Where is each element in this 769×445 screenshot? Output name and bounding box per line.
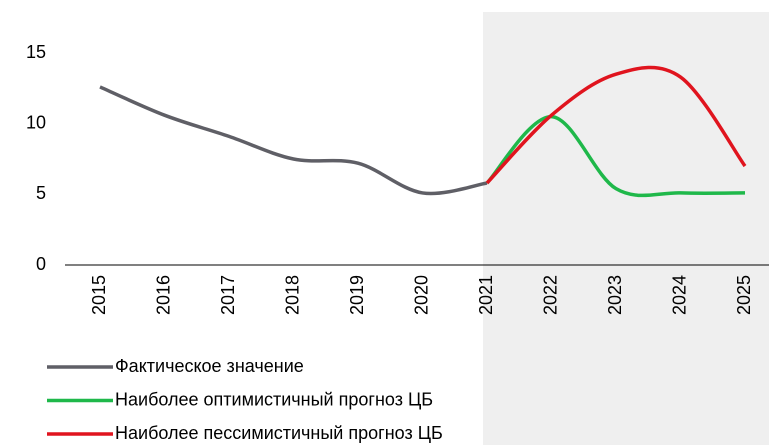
legend-label: Наиболее пессимистичный прогноз ЦБ <box>115 423 443 443</box>
x-tick-label: 2022 <box>540 275 560 315</box>
y-tick-label: 15 <box>26 42 46 62</box>
x-tick-label: 2017 <box>218 275 238 315</box>
forecast-shade <box>483 12 769 445</box>
legend-label: Фактическое значение <box>115 356 304 376</box>
x-tick-label: 2025 <box>734 275 754 315</box>
x-tick-label: 2024 <box>669 275 689 315</box>
series-line <box>485 65 747 185</box>
series-line <box>485 114 746 198</box>
x-tick-label: 2021 <box>476 275 496 315</box>
x-tick-label: 2015 <box>89 275 109 315</box>
y-tick-label: 0 <box>36 254 46 274</box>
x-tick-label: 2023 <box>605 275 625 315</box>
legend-label: Наиболее оптимистичный прогноз ЦБ <box>115 389 433 409</box>
y-tick-label: 5 <box>36 183 46 203</box>
x-tick-label: 2016 <box>153 275 173 315</box>
x-tick-label: 2020 <box>411 275 431 315</box>
y-tick-label: 10 <box>26 112 46 132</box>
x-tick-label: 2018 <box>282 275 302 315</box>
series-line <box>99 85 488 196</box>
x-tick-label: 2019 <box>347 275 367 315</box>
